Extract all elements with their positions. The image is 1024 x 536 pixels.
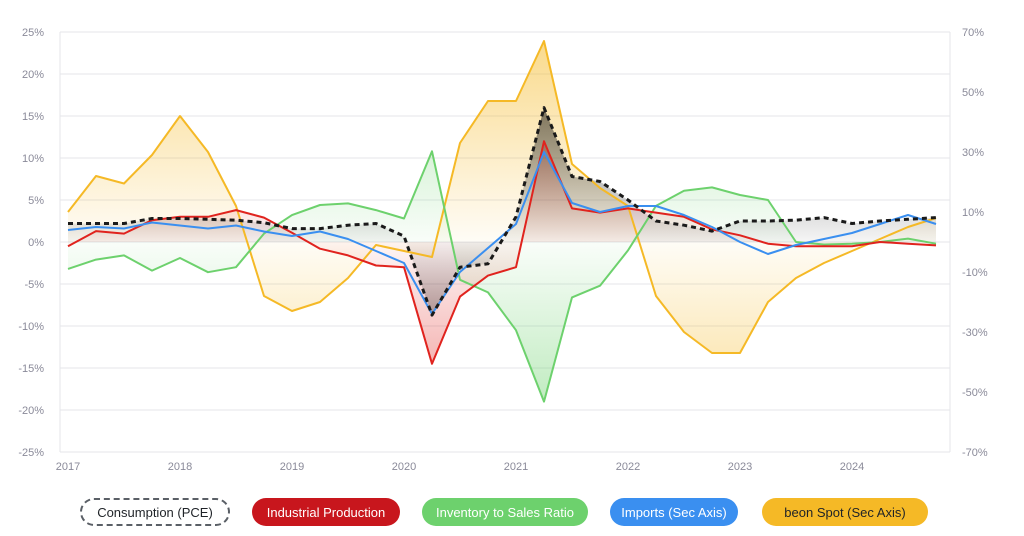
legend-item-inventory-to-sales[interactable]: Inventory to Sales Ratio bbox=[422, 498, 588, 526]
series-line bbox=[67, 150, 937, 403]
area-fill-series bbox=[68, 151, 936, 402]
x-tick-label: 2021 bbox=[504, 461, 528, 473]
x-tick-label: 2020 bbox=[392, 461, 416, 473]
y-right-tick-label: -50% bbox=[962, 387, 988, 399]
series-line bbox=[67, 40, 937, 354]
x-tick-label: 2018 bbox=[168, 461, 192, 473]
y-right-tick-label: -30% bbox=[962, 327, 988, 339]
line-chart: 25% 20% 15% 10% 5% 0% -5% -10% -15% -20% -25% 70% 5… bbox=[18, 27, 988, 473]
series-lines bbox=[67, 40, 937, 403]
legend: Consumption (PCE) Industrial Production … bbox=[0, 498, 1024, 530]
y-left-tick-label: 15% bbox=[22, 111, 44, 123]
legend-label-imports: Imports (Sec Axis) bbox=[621, 504, 727, 520]
y-left-tick-label: 5% bbox=[28, 195, 44, 207]
y-right-tick-label: 70% bbox=[962, 27, 984, 39]
x-tick-label: 2024 bbox=[840, 461, 864, 473]
y-right-tick-label: 30% bbox=[962, 147, 984, 159]
area-fill-series bbox=[68, 41, 936, 353]
x-tick-label: 2022 bbox=[616, 461, 640, 473]
legend-label-inventory-to-sales: Inventory to Sales Ratio bbox=[435, 504, 575, 520]
legend-item-consumption[interactable]: Consumption (PCE) bbox=[80, 498, 230, 526]
area-fill-series bbox=[68, 141, 936, 364]
x-tick-label: 2019 bbox=[280, 461, 304, 473]
series-line bbox=[68, 106, 937, 317]
y-left-tick-label: -25% bbox=[18, 447, 44, 459]
y-left-tick-label: 0% bbox=[28, 237, 44, 249]
y-left-tick-label: -10% bbox=[18, 321, 44, 333]
y-right-tick-label: 50% bbox=[962, 87, 984, 99]
y-left-tick-label: -5% bbox=[24, 279, 44, 291]
y-left-tick-label: -20% bbox=[18, 405, 44, 417]
y-right-tick-label: -70% bbox=[962, 447, 988, 459]
y-axis-left-ticks: 25% 20% 15% 10% 5% 0% -5% -10% -15% -20% -25% bbox=[18, 27, 44, 459]
legend-label-consumption: Consumption (PCE) bbox=[97, 504, 213, 520]
area-fills bbox=[68, 41, 936, 402]
y-left-tick-label: 25% bbox=[22, 27, 44, 39]
y-right-tick-label: 10% bbox=[962, 207, 984, 219]
legend-label-industrial-production: Industrial Production bbox=[266, 504, 386, 520]
legend-item-imports[interactable]: Imports (Sec Axis) bbox=[610, 498, 738, 526]
legend-item-industrial-production[interactable]: Industrial Production bbox=[252, 498, 400, 526]
y-left-tick-label: 10% bbox=[22, 153, 44, 165]
y-axis-right-ticks: 70% 50% 30% 10% -10% -30% -50% -70% bbox=[962, 27, 988, 459]
series-line bbox=[67, 151, 937, 315]
legend-item-beon-spot[interactable]: beon Spot (Sec Axis) bbox=[762, 498, 928, 526]
legend-label-beon-spot: beon Spot (Sec Axis) bbox=[784, 504, 906, 520]
y-right-tick-label: -10% bbox=[962, 267, 988, 279]
x-axis-ticks: 2017 2018 2019 2020 2021 2022 2023 2024 bbox=[56, 461, 864, 473]
y-left-tick-label: -15% bbox=[18, 363, 44, 375]
y-left-tick-label: 20% bbox=[22, 69, 44, 81]
x-tick-label: 2017 bbox=[56, 461, 80, 473]
x-tick-label: 2023 bbox=[728, 461, 752, 473]
